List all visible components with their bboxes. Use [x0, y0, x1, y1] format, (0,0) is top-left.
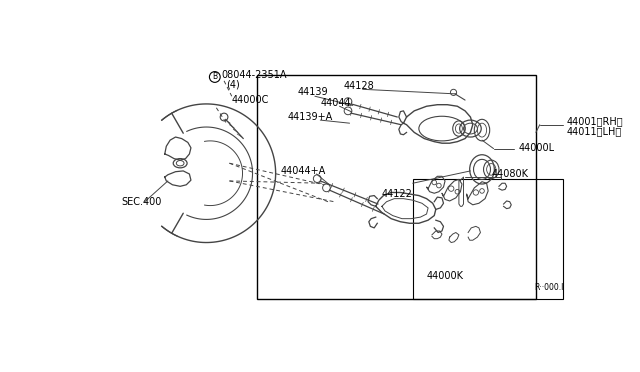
- Text: 44128: 44128: [344, 81, 374, 91]
- Text: 44044: 44044: [320, 98, 351, 108]
- Text: 44139: 44139: [297, 87, 328, 97]
- Text: B: B: [212, 73, 218, 81]
- Text: 44080K: 44080K: [492, 169, 528, 179]
- Bar: [413, 179, 563, 299]
- Bar: [257, 76, 536, 299]
- Text: 44001〈RH〉: 44001〈RH〉: [566, 117, 623, 126]
- Text: 44011〈LH〉: 44011〈LH〉: [566, 126, 622, 136]
- Text: SEC.400: SEC.400: [122, 197, 162, 207]
- Text: 08044-2351A: 08044-2351A: [221, 70, 287, 80]
- Text: 44139+A: 44139+A: [288, 112, 333, 122]
- Text: R··000.I: R··000.I: [534, 283, 564, 292]
- Text: 44000L: 44000L: [519, 143, 555, 153]
- Text: 44122: 44122: [382, 189, 413, 199]
- Text: 44044+A: 44044+A: [280, 166, 326, 176]
- Text: 44000C: 44000C: [232, 95, 269, 105]
- Text: 44000K: 44000K: [427, 271, 463, 280]
- Text: (4): (4): [227, 80, 240, 90]
